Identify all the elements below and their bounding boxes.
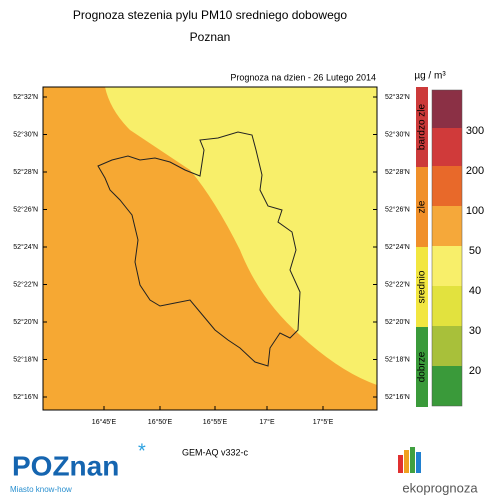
logo-star: * — [138, 440, 146, 462]
lat-label: 52°30'N — [385, 130, 410, 138]
level-label: 30 — [469, 325, 481, 337]
level-label: 200 — [466, 165, 484, 177]
title: Prognoza stezenia pylu PM10 sredniego do… — [73, 8, 348, 22]
color-band — [432, 90, 462, 128]
lat-label: 52°24'N — [13, 243, 38, 251]
level-label: 100 — [466, 205, 484, 217]
zone-srednio — [105, 87, 377, 385]
color-band — [432, 326, 462, 366]
lat-label: 52°18'N — [13, 355, 38, 363]
date: Prognoza na dzien - 26 Lutego 2014 — [230, 72, 376, 82]
color-band — [432, 366, 462, 406]
category-label: zle — [417, 200, 428, 213]
unit: µg / m³ — [414, 71, 446, 82]
map-frame — [42, 86, 378, 411]
lat-label: 52°30'N — [13, 130, 38, 138]
logo: POZnan — [12, 450, 119, 481]
lat-label: 52°28'N — [385, 168, 410, 176]
category-label: srednio — [417, 270, 428, 303]
brand: ekoprognoza — [402, 480, 478, 495]
lat-label: 52°32'N — [13, 93, 38, 101]
level-label: 50 — [469, 245, 481, 257]
brand-icon — [398, 447, 421, 473]
color-band — [432, 128, 462, 166]
category-bar — [416, 247, 428, 327]
category-label: dobrze — [417, 351, 428, 382]
lon-label: 16°45'E — [92, 418, 117, 426]
lon-label: 17°E — [259, 418, 275, 426]
lat-label: 52°32'N — [385, 93, 410, 101]
category-label: bardzo zle — [417, 103, 428, 150]
lat-label: 52°26'N — [13, 205, 38, 213]
color-band — [432, 286, 462, 326]
color-bar-frame — [431, 89, 463, 407]
level-label: 300 — [466, 125, 484, 137]
category-bar — [416, 167, 428, 247]
lon-label: 16°50'E — [148, 418, 173, 426]
lat-label: 52°28'N — [13, 168, 38, 176]
subtitle: Poznan — [190, 30, 231, 44]
level-label: 40 — [469, 285, 481, 297]
lat-label: 52°16'N — [13, 393, 38, 401]
lon-label: 16°55'E — [203, 418, 228, 426]
slogan: Miasto know-how — [10, 485, 72, 494]
category-bar — [416, 327, 428, 407]
lat-label: 52°22'N — [385, 280, 410, 288]
lon-label: 17°5'E — [313, 418, 334, 426]
category-bar — [416, 87, 428, 167]
lat-label: 52°22'N — [13, 280, 38, 288]
lat-label: 52°18'N — [385, 355, 410, 363]
model: GEM-AQ v332-c — [182, 447, 249, 457]
city-boundary — [97, 131, 301, 367]
map — [42, 86, 378, 411]
lat-label: 52°20'N — [13, 318, 38, 326]
level-label: 20 — [469, 365, 481, 377]
lat-label: 52°16'N — [385, 393, 410, 401]
lat-label: 52°20'N — [385, 318, 410, 326]
color-band — [432, 166, 462, 206]
color-band — [432, 206, 462, 246]
legend: µg / m³ — [414, 71, 463, 407]
lat-label: 52°26'N — [385, 205, 410, 213]
lat-label: 52°24'N — [385, 243, 410, 251]
color-band — [432, 246, 462, 286]
